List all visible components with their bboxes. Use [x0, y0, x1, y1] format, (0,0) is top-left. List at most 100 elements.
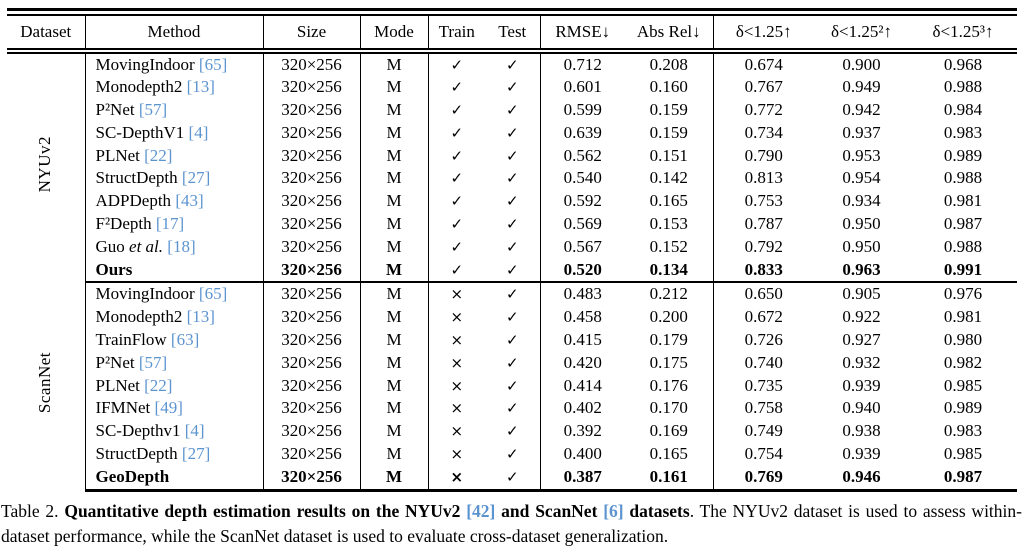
delta1-value: 0.787	[744, 214, 783, 234]
citation-link[interactable]: [42]	[466, 500, 496, 521]
train-mark: ✓	[450, 237, 464, 256]
test-mark: ✓	[485, 443, 541, 466]
rmse-value: 0.639	[563, 122, 602, 142]
method-cell: Ours	[85, 258, 264, 284]
table-row: Monodepth2 [13] 320×256 M ✓ ✓ 0.601 0.16…	[7, 76, 1017, 100]
method-name: F²Depth	[95, 214, 152, 234]
method-name: P²Net	[95, 352, 135, 372]
size-value: 320×256	[263, 190, 361, 214]
delta2-value: 0.950	[842, 236, 881, 256]
size-value: 320×256	[263, 144, 361, 168]
rmse-value: 0.402	[563, 398, 602, 418]
delta1-value: 0.772	[744, 100, 783, 120]
citation-link[interactable]: [4]	[184, 122, 209, 142]
header-dataset: Dataset	[7, 15, 86, 54]
citation-link[interactable]: [4]	[180, 421, 205, 441]
absrel-value: 0.169	[625, 420, 714, 444]
method-cell: P²Net [57]	[85, 99, 264, 122]
delta3-value: 0.982	[943, 352, 983, 372]
citation-link[interactable]: [27]	[177, 168, 211, 188]
absrel-value: 0.159	[625, 121, 714, 145]
method-name: IFMNet	[95, 398, 151, 418]
delta1-value: 0.650	[744, 284, 783, 304]
rmse-value: 0.392	[563, 421, 602, 441]
train-mark: ×	[450, 285, 464, 304]
method-name: P²Net	[95, 100, 135, 120]
size-value: 320×256	[263, 121, 361, 145]
method-etal: et al.	[124, 236, 164, 256]
absrel-value: 0.160	[625, 76, 714, 100]
delta2-value: 0.950	[842, 214, 881, 234]
test-mark: ✓	[485, 213, 541, 236]
absrel-value: 0.161	[625, 465, 714, 492]
citation-link[interactable]: [13]	[182, 77, 215, 97]
mode-value: M	[360, 351, 429, 375]
delta3-value: 0.981	[943, 191, 983, 211]
table-row: PLNet [22] 320×256 M ✓ ✓ 0.562 0.151 0.7…	[7, 144, 1017, 168]
delta1-value: 0.790	[744, 145, 783, 165]
absrel-value: 0.170	[625, 397, 714, 421]
rmse-value: 0.415	[563, 330, 602, 350]
test-mark: ✓	[485, 351, 541, 375]
delta1-value: 0.792	[744, 236, 783, 256]
train-mark: ×	[450, 399, 464, 418]
dataset-label-text: ScanNet	[35, 352, 55, 414]
absrel-value: 0.208	[625, 50, 714, 77]
method-cell: MovingIndoor [65]	[85, 50, 264, 77]
citation-link[interactable]: [43]	[171, 191, 204, 211]
size-value: 320×256	[263, 167, 361, 191]
method-cell: SC-DepthV1 [4]	[85, 121, 264, 145]
delta2-value: 0.934	[842, 191, 881, 211]
citation-link[interactable]: [27]	[177, 444, 211, 464]
citation-link[interactable]: [22]	[139, 375, 173, 395]
mode-value: M	[360, 50, 429, 77]
citation-link[interactable]: [65]	[194, 54, 228, 74]
top-rule-thin	[7, 14, 1017, 16]
absrel-value: 0.176	[625, 374, 714, 398]
delta2-value: 0.946	[814, 465, 909, 492]
citation-link[interactable]: [57]	[134, 352, 168, 372]
citation-link[interactable]: [6]	[603, 500, 624, 521]
size-value: 320×256	[263, 213, 361, 236]
test-mark: ✓	[485, 76, 541, 100]
delta2-value: 0.937	[842, 122, 881, 142]
test-mark: ✓	[485, 167, 541, 191]
citation-link[interactable]: [22]	[139, 145, 173, 165]
delta3-value: 0.989	[943, 398, 983, 418]
delta2-value: 0.963	[814, 258, 909, 284]
top-rule-gap	[7, 11, 1017, 14]
header-delta2: δ<1.25²↑	[814, 15, 909, 54]
train-mark: ×	[450, 445, 464, 464]
caption-prefix: Table 2.	[1, 500, 65, 521]
group-scannet: ScanNet MovingIndoor [65] 320×256 M × ✓ 0…	[7, 282, 1017, 492]
table-row: IFMNet [49] 320×256 M × ✓ 0.402 0.170 0.…	[7, 397, 1017, 421]
method-name: Guo	[95, 236, 125, 256]
rmse-value: 0.387	[540, 465, 625, 492]
test-mark: ✓	[485, 235, 541, 259]
delta3-value: 0.976	[943, 284, 983, 304]
method-cell: TrainFlow [63]	[85, 329, 264, 352]
citation-link[interactable]: [49]	[150, 398, 183, 418]
citation-link[interactable]: [13]	[182, 307, 215, 327]
size-value: 320×256	[263, 76, 361, 100]
rmse-value: 0.458	[563, 307, 602, 327]
header-train: Train	[428, 15, 485, 54]
citation-link[interactable]: [65]	[194, 284, 228, 304]
header-size: Size	[263, 15, 361, 54]
test-mark: ✓	[485, 397, 541, 421]
absrel-value: 0.152	[625, 235, 714, 259]
citation-link[interactable]: [17]	[151, 214, 185, 234]
size-value: 320×256	[263, 465, 361, 492]
header-row: Dataset Method Size Mode Train Test RMSE…	[7, 15, 1017, 54]
delta1-value: 0.735	[744, 375, 783, 395]
citation-link[interactable]: [63]	[166, 330, 200, 350]
citation-link[interactable]: [18]	[163, 236, 196, 256]
size-value: 320×256	[263, 99, 361, 122]
results-table: Dataset Method Size Mode Train Test RMSE…	[7, 15, 1017, 492]
mode-value: M	[360, 282, 429, 307]
size-value: 320×256	[263, 50, 361, 77]
header-method: Method	[85, 15, 264, 54]
test-mark: ✓	[485, 144, 541, 168]
delta1-value: 0.734	[744, 122, 783, 142]
citation-link[interactable]: [57]	[134, 100, 168, 120]
